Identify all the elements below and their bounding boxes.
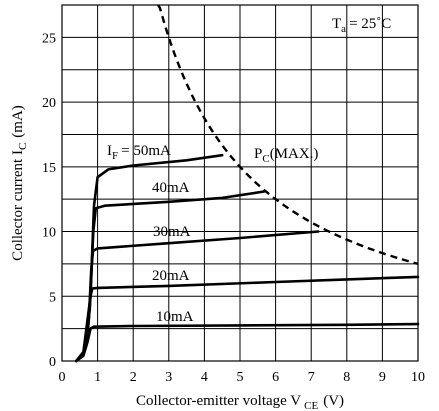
y-tick-label: 5 [49, 290, 56, 305]
plot-frame [61, 4, 419, 362]
curve-label-30ma: 30mA [153, 224, 191, 240]
curve-label-40ma: 40mA [152, 180, 190, 196]
curve-label-20ma: 20mA [152, 268, 190, 284]
y-tick-label: 0 [49, 355, 56, 370]
curve-if-50ma [74, 153, 224, 363]
x-tick-label: 8 [343, 370, 350, 385]
pc-max-label: PC(MAX.) [254, 146, 318, 165]
y-tick-label: 25 [42, 31, 56, 46]
x-tick-label: 3 [165, 370, 172, 385]
x-tick-label: 4 [201, 370, 208, 385]
curves [74, 4, 420, 363]
y-tick-label: 20 [42, 96, 56, 111]
tick-labels: 0 1 2 3 4 5 6 7 8 9 10 0 5 10 15 20 25 [42, 31, 425, 385]
y-tick-label: 10 [42, 226, 56, 241]
x-tick-label: 7 [308, 370, 315, 385]
x-axis-label: Collector-emitter voltage V CE (V) [136, 393, 344, 411]
x-tick-label: 0 [59, 370, 66, 385]
x-tick-label: 2 [130, 370, 137, 385]
grid [62, 5, 418, 361]
x-tick-label: 9 [379, 370, 386, 385]
x-tick-label: 5 [237, 370, 244, 385]
y-tick-label: 15 [42, 161, 56, 176]
curve-if-10ma [74, 322, 420, 363]
ambient-temperature-label: Ta = 25˚C [332, 16, 391, 35]
y-axis-label: Collector current IC(mA) [10, 105, 29, 261]
x-tick-label: 1 [94, 370, 101, 385]
x-tick-label: 6 [272, 370, 279, 385]
curve-label-50ma: IF = 50mA [107, 143, 171, 162]
x-tick-label: 10 [411, 370, 425, 385]
curve-if-20ma [74, 275, 420, 363]
curve-label-10ma: 10mA [156, 309, 194, 325]
pc-max-curve [157, 4, 419, 266]
